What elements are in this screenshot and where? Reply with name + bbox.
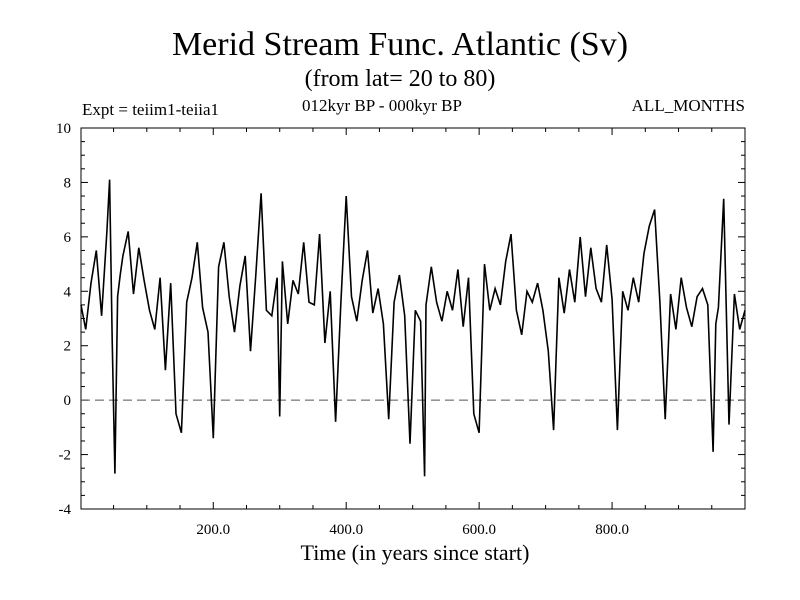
x-tick-label: 800.0 [595,522,629,538]
y-tick-label: 2 [64,339,72,355]
y-tick-label: -4 [59,502,72,518]
chart-title: Merid Stream Func. Atlantic (Sv) [171,26,629,63]
chart-subtitle: (from lat= 20 to 80) [304,66,496,92]
x-tick-label: 400.0 [329,522,363,538]
plot-frame [80,127,746,510]
x-tick-label: 600.0 [462,522,496,538]
months-label: ALL_MONTHS [631,96,745,115]
series-line [80,179,746,477]
x-axis-label: Time (in years since start) [300,540,530,565]
y-tick-label: 0 [64,393,72,409]
period-label: 012kyr BP - 000kyr BP [302,96,462,115]
experiment-label: Expt = teiim1-teiia1 [82,100,220,119]
y-tick-label: 10 [56,121,71,137]
x-tick-label: 200.0 [196,522,230,538]
y-tick-label: 6 [64,230,72,246]
y-tick-label: 8 [64,175,72,191]
y-tick-label: -2 [59,448,72,464]
y-tick-label: 4 [64,284,72,300]
